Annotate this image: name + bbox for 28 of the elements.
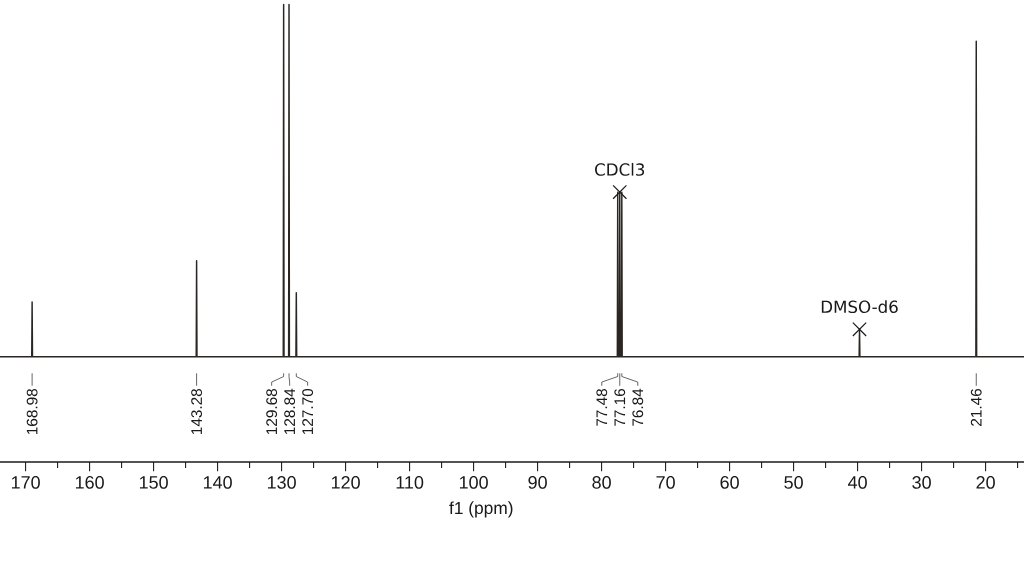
x-tick-label: 130: [267, 476, 296, 489]
x-tick-label: 40: [848, 476, 867, 489]
x-tick-label: 120: [331, 476, 360, 489]
annotation: CDCl3: [595, 162, 645, 176]
annotation: 77.48: [596, 388, 608, 426]
x-tick-label: 150: [139, 476, 168, 489]
x-tick-label: 70: [656, 476, 675, 489]
x-tick-label: 100: [459, 476, 488, 489]
annotation: 21.46: [970, 388, 982, 426]
x-tick-label: 60: [720, 476, 739, 489]
annotation: 77.16: [614, 388, 626, 426]
x-tick-label: 170: [11, 476, 40, 489]
x-tick-label: 80: [592, 476, 611, 489]
annotation: DMSO-d6: [821, 300, 898, 314]
annotation: 76.84: [632, 388, 644, 426]
annotation: 143.28: [191, 388, 203, 435]
annotation: 129.68: [266, 388, 278, 435]
x-tick-label: 30: [912, 476, 931, 489]
x-tick-label: 140: [203, 476, 232, 489]
annotation: 168.98: [26, 388, 38, 435]
x-tick-label: 160: [75, 476, 104, 489]
annotation: 128.84: [284, 388, 296, 435]
x-tick-label: 110: [396, 476, 424, 489]
x-tick-label: 50: [784, 476, 803, 489]
x-axis-title: f1 (ppm): [449, 501, 513, 518]
x-tick-label: 90: [528, 476, 547, 489]
x-tick-label: 20: [976, 476, 995, 489]
annotation: 127.70: [302, 388, 314, 435]
